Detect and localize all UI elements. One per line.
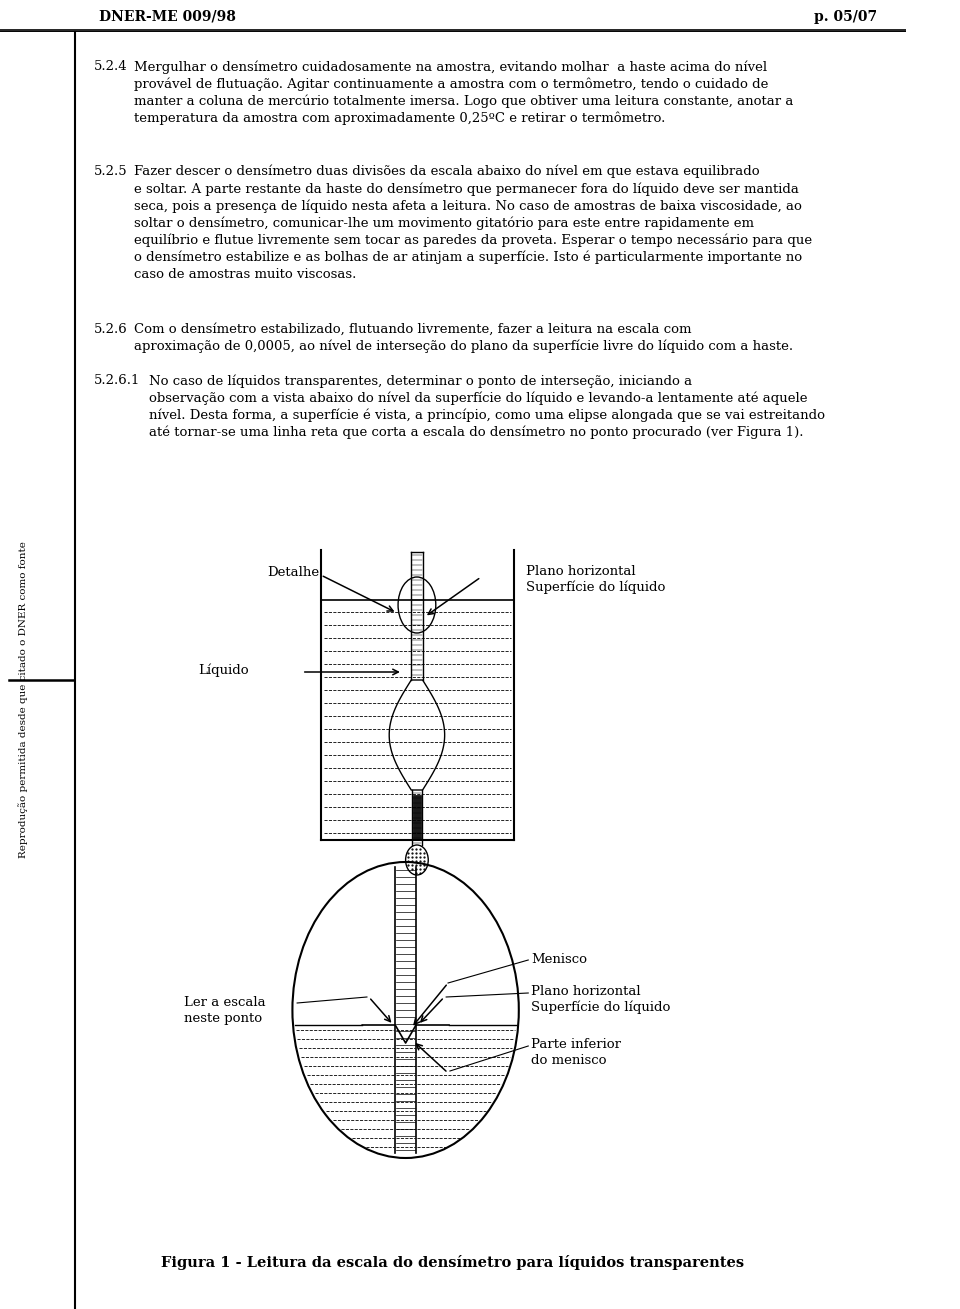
Text: Ler a escala: Ler a escala: [184, 996, 266, 1009]
Text: Parte inferior: Parte inferior: [531, 1038, 621, 1051]
Text: Figura 1 - Leitura da escala do densímetro para líquidos transparentes: Figura 1 - Leitura da escala do densímet…: [161, 1254, 744, 1270]
Text: Líquido: Líquido: [198, 664, 249, 677]
Text: neste ponto: neste ponto: [184, 1012, 262, 1025]
Text: No caso de líquidos transparentes, determinar o ponto de interseção, iniciando a: No caso de líquidos transparentes, deter…: [149, 374, 825, 439]
Text: Com o densímetro estabilizado, flutuando livremente, fazer a leitura na escala c: Com o densímetro estabilizado, flutuando…: [134, 323, 793, 353]
Text: 5.2.6.1: 5.2.6.1: [94, 374, 141, 387]
Text: Menisco: Menisco: [531, 953, 588, 966]
Text: p. 05/07: p. 05/07: [814, 10, 877, 24]
Text: DNER-ME 009/98: DNER-ME 009/98: [99, 10, 236, 24]
Text: Superfície do líquido: Superfície do líquido: [526, 581, 665, 594]
Text: Reprodução permitida desde que citado o DNER como fonte: Reprodução permitida desde que citado o …: [18, 542, 29, 859]
Text: Fazer descer o densímetro duas divisões da escala abaixo do nível em que estava : Fazer descer o densímetro duas divisões …: [134, 165, 812, 281]
Polygon shape: [389, 679, 444, 791]
Text: Plano horizontal: Plano horizontal: [531, 984, 640, 997]
Text: Mergulhar o densímetro cuidadosamente na amostra, evitando molhar  a haste acima: Mergulhar o densímetro cuidadosamente na…: [134, 60, 793, 126]
Polygon shape: [413, 795, 420, 840]
Text: 5.2.5: 5.2.5: [94, 165, 128, 178]
Text: Detalhe: Detalhe: [267, 565, 319, 579]
Text: do menisco: do menisco: [531, 1054, 607, 1067]
Text: Plano horizontal: Plano horizontal: [526, 565, 636, 579]
Text: 5.2.4: 5.2.4: [94, 60, 128, 73]
Ellipse shape: [406, 846, 428, 874]
Text: Superfície do líquido: Superfície do líquido: [531, 1001, 670, 1014]
Text: 5.2.6: 5.2.6: [94, 323, 128, 336]
